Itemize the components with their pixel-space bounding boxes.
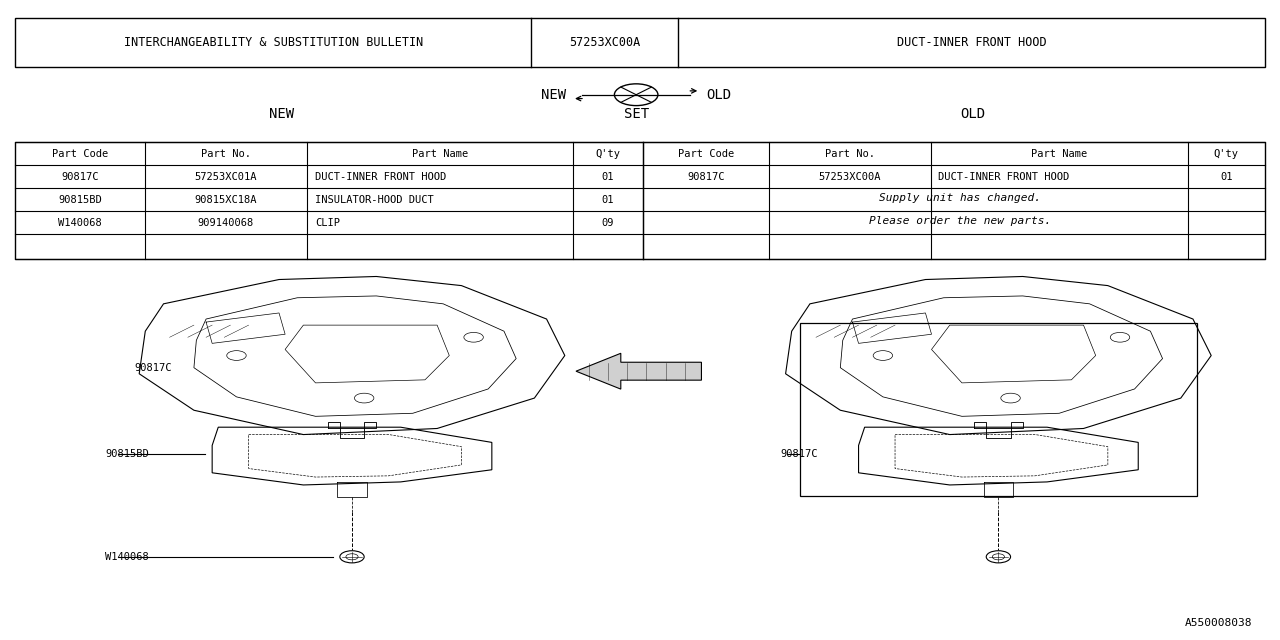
Text: Part Name: Part Name bbox=[412, 148, 468, 159]
Text: OLD: OLD bbox=[707, 88, 732, 102]
Text: 90815BD: 90815BD bbox=[58, 195, 102, 205]
Text: A550008038: A550008038 bbox=[1184, 618, 1252, 628]
Text: 90815BD: 90815BD bbox=[105, 449, 148, 460]
Text: DUCT-INNER FRONT HOOD: DUCT-INNER FRONT HOOD bbox=[897, 36, 1046, 49]
Text: Q'ty: Q'ty bbox=[595, 148, 621, 159]
Text: Supply unit has changed.: Supply unit has changed. bbox=[879, 193, 1041, 203]
Text: OLD: OLD bbox=[960, 107, 986, 121]
Text: DUCT-INNER FRONT HOOD: DUCT-INNER FRONT HOOD bbox=[938, 172, 1070, 182]
Text: NEW: NEW bbox=[540, 88, 566, 102]
Text: SET: SET bbox=[623, 107, 649, 121]
Text: NEW: NEW bbox=[269, 107, 294, 121]
Bar bbox=[800, 323, 1197, 496]
Text: 90817C: 90817C bbox=[687, 172, 724, 182]
Text: Please order the new parts.: Please order the new parts. bbox=[869, 216, 1051, 226]
Text: 90817C: 90817C bbox=[134, 363, 172, 373]
Text: Part Name: Part Name bbox=[1032, 148, 1087, 159]
Text: 09: 09 bbox=[602, 218, 614, 228]
Text: INTERCHANGEABILITY & SUBSTITUTION BULLETIN: INTERCHANGEABILITY & SUBSTITUTION BULLET… bbox=[124, 36, 422, 49]
Text: INSULATOR-HOOD DUCT: INSULATOR-HOOD DUCT bbox=[315, 195, 434, 205]
Text: Part No.: Part No. bbox=[824, 148, 876, 159]
Text: W140068: W140068 bbox=[105, 552, 148, 562]
Bar bbox=[15, 18, 1265, 67]
Text: 90815XC18A: 90815XC18A bbox=[195, 195, 257, 205]
Text: 01: 01 bbox=[602, 172, 614, 182]
Text: Part Code: Part Code bbox=[52, 148, 108, 159]
Text: 01: 01 bbox=[1220, 172, 1233, 182]
Polygon shape bbox=[576, 353, 701, 389]
Text: DUCT-INNER FRONT HOOD: DUCT-INNER FRONT HOOD bbox=[315, 172, 447, 182]
Text: CLIP: CLIP bbox=[315, 218, 340, 228]
Text: Part Code: Part Code bbox=[678, 148, 733, 159]
Text: Q'ty: Q'ty bbox=[1213, 148, 1239, 159]
Text: Part No.: Part No. bbox=[201, 148, 251, 159]
Text: 57253XC00A: 57253XC00A bbox=[570, 36, 640, 49]
Text: 01: 01 bbox=[602, 195, 614, 205]
Text: 90817C: 90817C bbox=[61, 172, 99, 182]
Text: 57253XC01A: 57253XC01A bbox=[195, 172, 257, 182]
Text: 90817C: 90817C bbox=[781, 449, 818, 460]
Text: W140068: W140068 bbox=[58, 218, 102, 228]
Text: 57253XC00A: 57253XC00A bbox=[819, 172, 881, 182]
Bar bbox=[15, 142, 1265, 259]
Text: 909140068: 909140068 bbox=[198, 218, 253, 228]
